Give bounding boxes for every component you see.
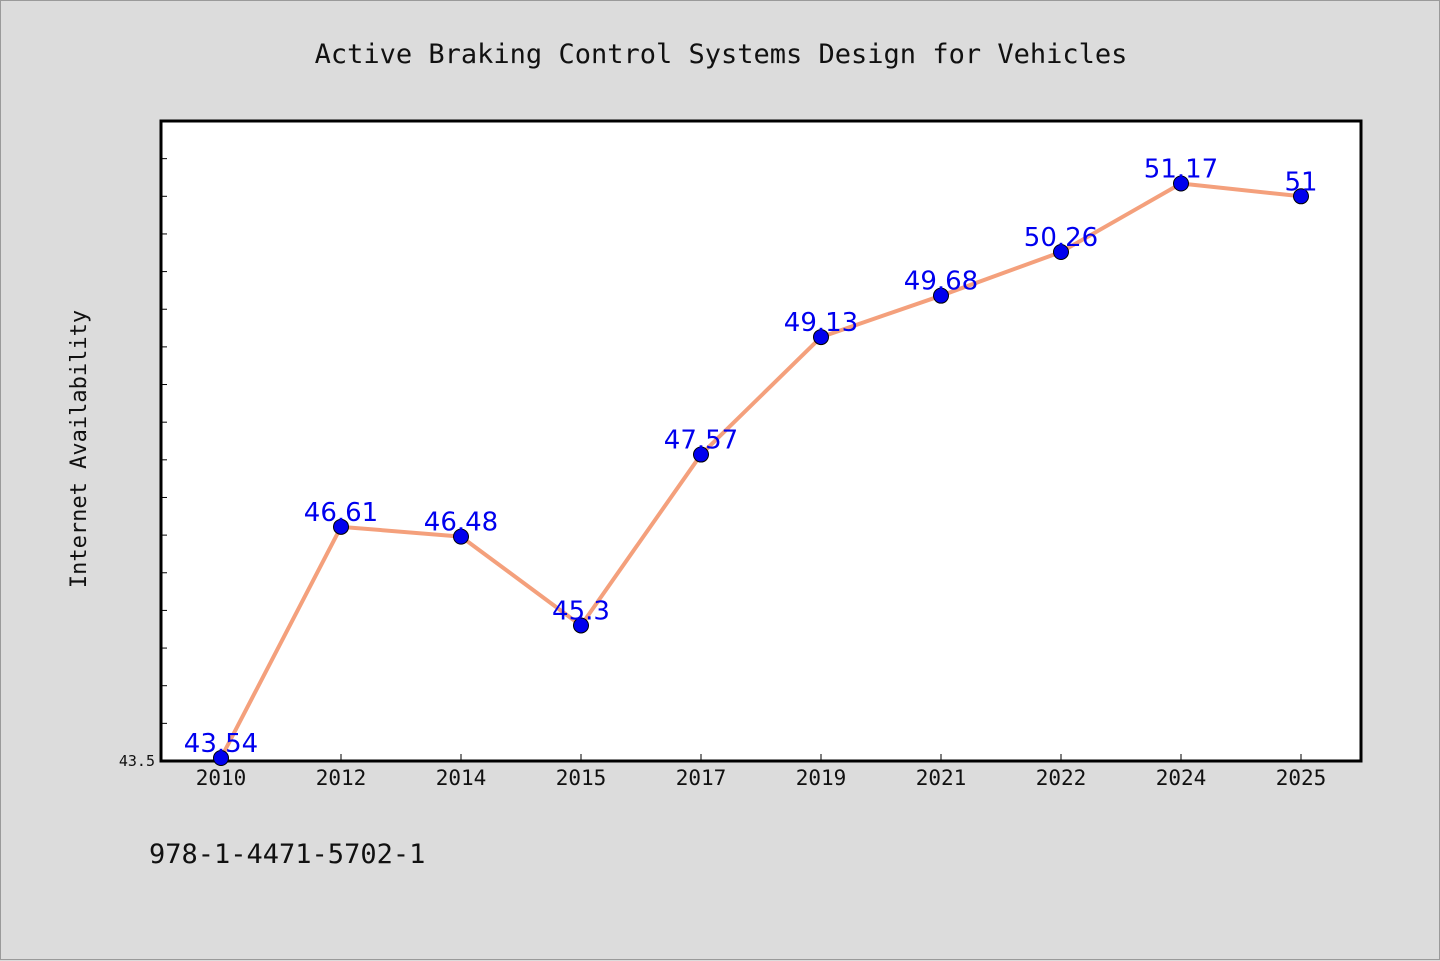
x-tick-label: 2022 [1036,766,1087,790]
data-point [1053,244,1069,261]
data-label: 46.61 [304,498,378,528]
data-label: 51 [1284,167,1317,197]
data-label: 51.17 [1144,154,1218,184]
data-point [1293,188,1309,205]
data-label: 43.54 [184,729,258,759]
data-label: 45.3 [552,596,610,626]
x-tick-label: 2017 [676,766,727,790]
x-tick-label: 2024 [1156,766,1207,790]
x-tick-label: 2025 [1276,766,1327,790]
plot-area [159,119,1363,763]
data-point [573,617,589,634]
x-tick-label: 2015 [556,766,607,790]
data-point [333,518,349,535]
x-tick-label: 2014 [436,766,487,790]
x-axis-ticks: 2010 2012 2014 2015 2017 2019 2021 2022 2024 2025 [196,754,1327,790]
x-tick-label: 2021 [916,766,967,790]
x-tick-label: 2019 [796,766,847,790]
data-label: 49.13 [784,308,858,338]
data-point [1173,175,1189,192]
y-axis-label: Internet Availability [67,310,92,588]
data-point [693,446,709,463]
data-point [933,287,949,304]
data-label: 50.26 [1024,223,1098,253]
chart-title: Active Braking Control Systems Design fo… [315,39,1128,70]
y-axis-ticks: 43.5 [119,158,167,770]
data-point [453,528,469,545]
data-point [813,329,829,346]
data-label: 46.48 [424,508,498,538]
series-line [219,181,1302,759]
series-layer [213,175,1309,766]
y-tick-label: 43.5 [119,752,155,770]
data-label: 49.68 [904,267,978,297]
data-labels: 43.54 46.61 46.48 45.3 47.57 49.13 49.68 50.26 5… [184,154,1318,758]
data-label: 47.57 [664,426,738,456]
x-tick-label: 2010 [196,766,247,790]
x-tick-label: 2012 [316,766,367,790]
footer-isbn: 978-1-4471-5702-1 [149,839,425,870]
data-point [213,749,229,766]
